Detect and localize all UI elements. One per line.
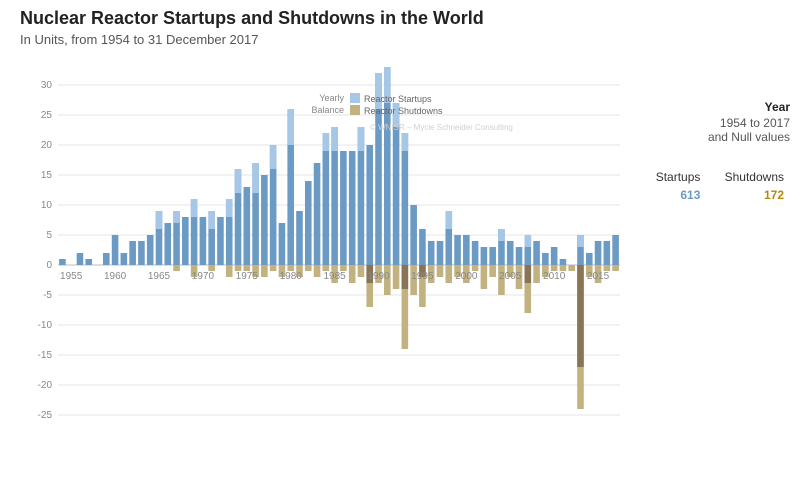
svg-text:-5: -5 (43, 290, 52, 301)
summary-year-range: 1954 to 2017 and Null values (640, 116, 790, 144)
svg-text:-10: -10 (38, 320, 53, 331)
svg-text:Reactor Startups: Reactor Startups (364, 94, 432, 104)
svg-text:1955: 1955 (60, 271, 83, 282)
summary-shutdowns-label: Shutdowns (706, 168, 790, 186)
svg-text:1975: 1975 (236, 271, 259, 282)
svg-text:15: 15 (41, 170, 53, 181)
svg-text:5: 5 (46, 230, 52, 241)
svg-text:10: 10 (41, 200, 53, 211)
bar-chart: 0 5 10 15 20 25 30 -5 -10 -15 -20 -25 1955 1960 1965 19… (20, 55, 630, 485)
svg-text:1970: 1970 (192, 271, 215, 282)
svg-text:-15: -15 (38, 350, 53, 361)
svg-text:2005: 2005 (499, 271, 522, 282)
summary-panel: Year 1954 to 2017 and Null values Startu… (640, 100, 790, 204)
chart-title: Nuclear Reactor Startups and Shutdowns i… (20, 8, 484, 29)
svg-text:1995: 1995 (411, 271, 434, 282)
summary-table: Startups Shutdowns 613 172 (640, 168, 790, 204)
summary-shutdowns-total: 172 (706, 186, 790, 204)
svg-text:-25: -25 (38, 410, 53, 421)
chart-subtitle: In Units, from 1954 to 31 December 2017 (20, 32, 258, 47)
svg-text:2000: 2000 (455, 271, 478, 282)
svg-text:1960: 1960 (104, 271, 127, 282)
svg-text:Yearly: Yearly (319, 93, 344, 103)
svg-text:20: 20 (41, 140, 53, 151)
svg-text:© WNISR – Mycle Schneider Cons: © WNISR – Mycle Schneider Consulting (370, 123, 513, 132)
svg-text:-20: -20 (38, 380, 53, 391)
svg-text:Balance: Balance (311, 105, 344, 115)
svg-text:2015: 2015 (587, 271, 610, 282)
summary-startups-label: Startups (640, 168, 706, 186)
svg-text:1990: 1990 (367, 271, 390, 282)
svg-text:1980: 1980 (280, 271, 303, 282)
svg-text:Reactor Shutdowns: Reactor Shutdowns (364, 106, 443, 116)
svg-text:0: 0 (46, 260, 52, 271)
svg-text:2010: 2010 (543, 271, 566, 282)
svg-text:1965: 1965 (148, 271, 171, 282)
svg-text:25: 25 (41, 110, 53, 121)
summary-startups-total: 613 (640, 186, 706, 204)
svg-text:30: 30 (41, 80, 53, 91)
svg-text:1985: 1985 (323, 271, 346, 282)
summary-year-label: Year (640, 100, 790, 114)
